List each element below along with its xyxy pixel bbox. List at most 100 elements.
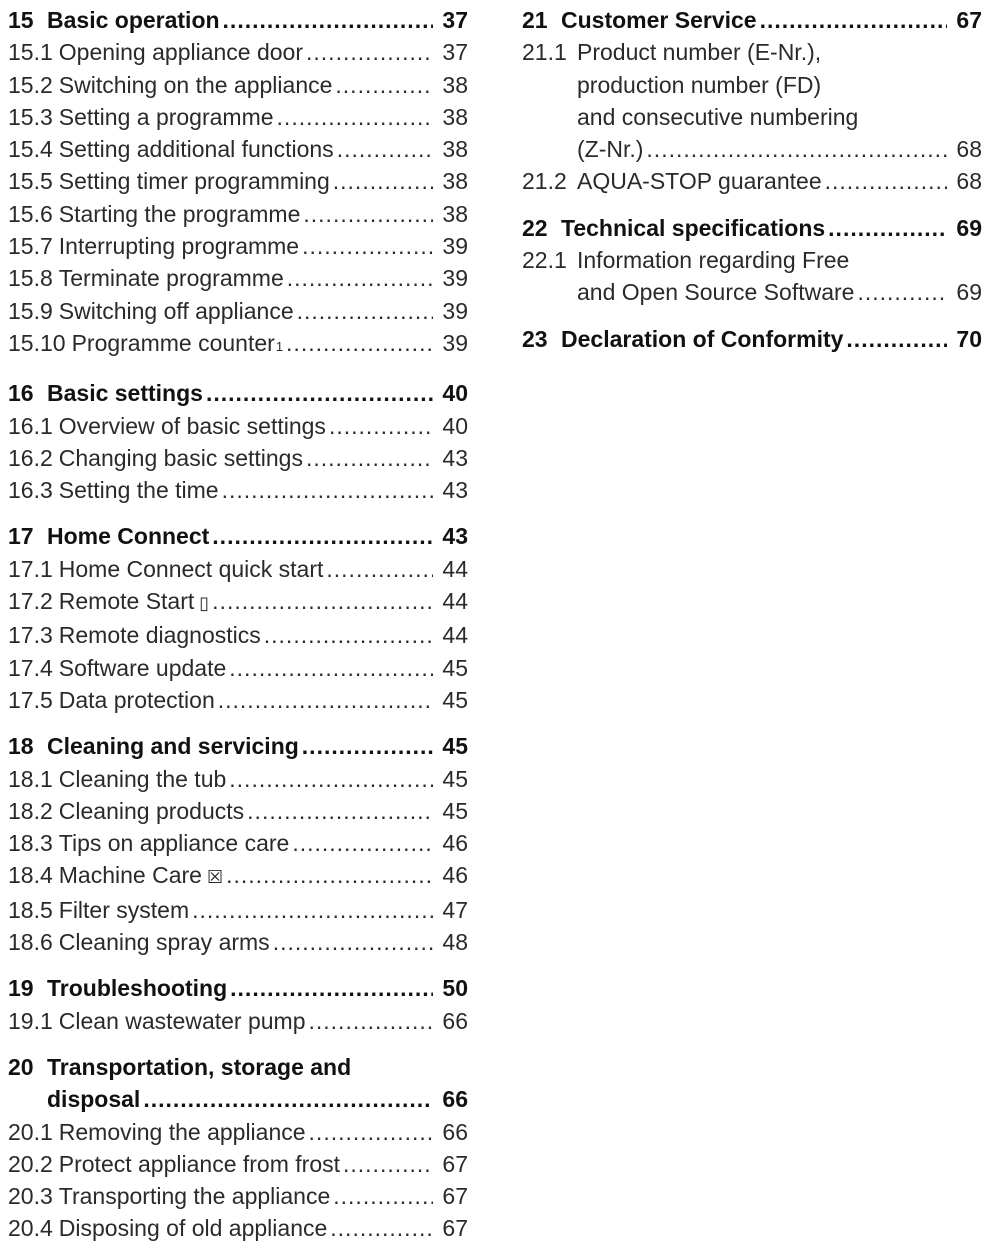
- entry-number: 20.1: [8, 1118, 53, 1145]
- toc-section-heading[interactable]: 18 Cleaning and servicing 45: [8, 730, 468, 762]
- entry-number: 15.9: [8, 297, 53, 324]
- page-number: 44: [442, 622, 468, 649]
- entry-title: Programme counter: [71, 329, 275, 356]
- toc-section-heading[interactable]: 16 Basic settings 40: [8, 377, 468, 409]
- page-number: 43: [442, 523, 468, 550]
- entry-title: Setting the time: [58, 477, 219, 504]
- page-number: 40: [442, 412, 468, 439]
- section-title-line: Transportation, storage and: [47, 1053, 352, 1080]
- leader-dots: [333, 1180, 433, 1212]
- page-number: 70: [956, 325, 982, 352]
- page-number: 68: [956, 168, 982, 195]
- page-number: 67: [442, 1215, 468, 1242]
- toc-section-heading[interactable]: 21 Customer Service 67: [522, 4, 982, 36]
- leader-dots: [828, 212, 947, 244]
- entry-number: 19.1: [8, 1007, 53, 1034]
- toc-section-heading-cont[interactable]: disposal 66: [8, 1083, 468, 1115]
- page-number: 46: [442, 862, 468, 889]
- toc-section-heading[interactable]: 20 Transportation, storage and: [8, 1051, 468, 1083]
- section-number: 21: [522, 7, 548, 33]
- entry-title: Home Connect quick start: [58, 555, 324, 582]
- entry-title: Clean wastewater pump: [58, 1007, 306, 1034]
- entry-number: 18.6: [8, 929, 53, 956]
- entry-title: Disposing of old appliance: [58, 1215, 328, 1242]
- entry-title: Cleaning products: [58, 797, 245, 824]
- toc-section-23: 23 Declaration of Conformity 70: [522, 323, 982, 355]
- entry-title-line: production number (FD): [577, 71, 822, 98]
- entry-number: 17.5: [8, 686, 53, 713]
- section-title: Customer Service: [561, 7, 757, 33]
- entry-title: AQUA-STOP guarantee: [577, 168, 822, 195]
- toc-entry-22-1[interactable]: 22.1 Information regarding Free and Open…: [522, 244, 982, 309]
- leader-dots: [329, 410, 433, 442]
- toc-entry-21-2[interactable]: 21.2 AQUA-STOP guarantee 68: [522, 165, 982, 197]
- toc-section-heading[interactable]: 23 Declaration of Conformity 70: [522, 323, 982, 355]
- page-number: 68: [956, 136, 982, 163]
- page-number: 45: [442, 797, 468, 824]
- entry-number: 16.2: [8, 444, 53, 471]
- entry-number: 15.6: [8, 200, 53, 227]
- entry-number: 20.3: [8, 1183, 53, 1210]
- page-number: 66: [442, 1118, 468, 1145]
- leader-dots: [292, 827, 433, 859]
- entry-number: 18.4: [8, 862, 53, 889]
- leader-dots: [326, 553, 433, 585]
- leader-dots: [330, 1212, 433, 1244]
- leader-dots: [335, 69, 433, 101]
- entry-title-line: Information regarding Free: [577, 247, 850, 274]
- section-number: 23: [522, 325, 548, 352]
- entry-title: Overview of basic settings: [58, 412, 326, 439]
- entry-title-line: (Z-Nr.): [577, 136, 644, 163]
- leader-dots: [857, 276, 947, 308]
- leader-dots: [212, 520, 433, 552]
- entry-title: Cleaning the tub: [58, 765, 227, 792]
- toc-section-heading[interactable]: 19 Troubleshooting 50: [8, 972, 468, 1004]
- section-title: Technical specifications: [561, 214, 826, 241]
- toc-entry-21-1[interactable]: 21.1 Product number (E-Nr.), production …: [522, 36, 982, 165]
- remote-start-icon: ▯: [199, 593, 210, 614]
- entry-title: Machine Care: [58, 862, 202, 889]
- page-number: 38: [442, 103, 468, 130]
- leader-dots: [306, 36, 433, 68]
- toc-section-heading[interactable]: 17 Home Connect 43: [8, 520, 468, 552]
- page-number: 66: [442, 1086, 468, 1113]
- toc-section-heading[interactable]: 15 Basic operation 37: [8, 4, 468, 36]
- section-title: Declaration of Conformity: [561, 325, 844, 352]
- section-number: 22: [522, 214, 548, 241]
- entry-title: Changing basic settings: [58, 444, 303, 471]
- toc-section-heading[interactable]: 22 Technical specifications 69: [522, 212, 982, 244]
- page-number: 44: [442, 555, 468, 582]
- entry-title: Interrupting programme: [58, 233, 300, 260]
